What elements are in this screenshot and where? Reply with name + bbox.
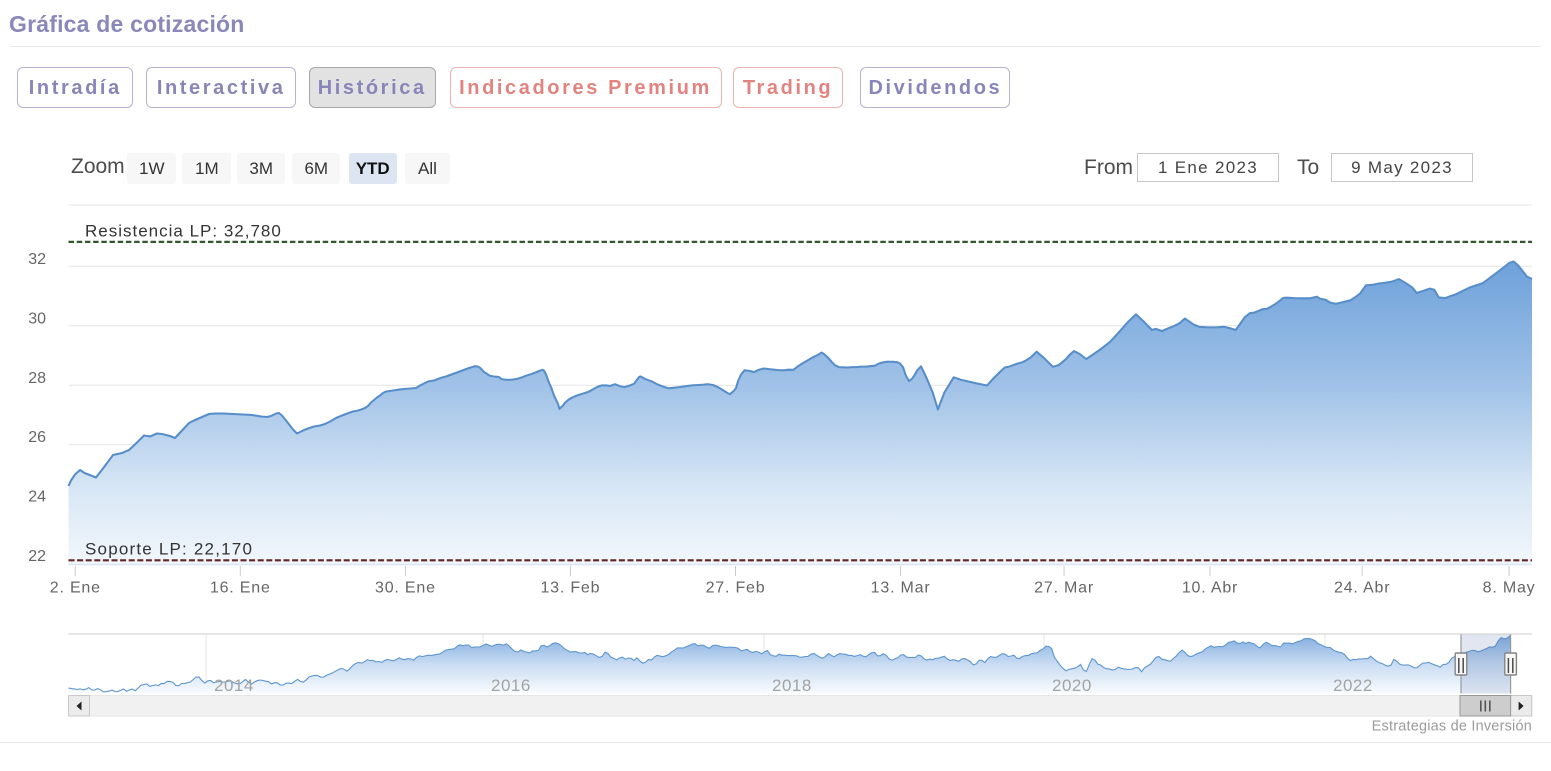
svg-text:30: 30	[28, 310, 46, 327]
svg-text:2. Ene: 2. Ene	[50, 580, 101, 597]
svg-text:2016: 2016	[491, 676, 531, 695]
svg-text:27. Mar: 27. Mar	[1034, 580, 1094, 597]
svg-text:24: 24	[28, 488, 46, 505]
svg-text:2020: 2020	[1052, 676, 1092, 695]
svg-text:8. May: 8. May	[1483, 580, 1536, 597]
svg-text:Estrategias de Inversión: Estrategias de Inversión	[1372, 719, 1532, 735]
svg-text:30. Ene: 30. Ene	[375, 580, 436, 597]
svg-text:2022: 2022	[1333, 676, 1373, 695]
svg-text:22: 22	[28, 548, 46, 565]
svg-text:16. Ene: 16. Ene	[210, 580, 271, 597]
svg-text:10. Abr: 10. Abr	[1182, 580, 1238, 597]
svg-text:13. Feb: 13. Feb	[540, 580, 600, 597]
svg-text:13. Mar: 13. Mar	[871, 580, 931, 597]
svg-text:2018: 2018	[772, 676, 812, 695]
svg-text:27. Feb: 27. Feb	[706, 580, 766, 597]
svg-text:Soporte LP: 22,170: Soporte LP: 22,170	[85, 540, 253, 559]
svg-text:32: 32	[28, 251, 46, 268]
svg-text:2014: 2014	[214, 676, 254, 695]
svg-text:24. Abr: 24. Abr	[1334, 580, 1390, 597]
svg-text:28: 28	[28, 370, 46, 387]
svg-text:26: 26	[28, 429, 46, 446]
svg-text:Resistencia LP: 32,780: Resistencia LP: 32,780	[85, 222, 282, 241]
